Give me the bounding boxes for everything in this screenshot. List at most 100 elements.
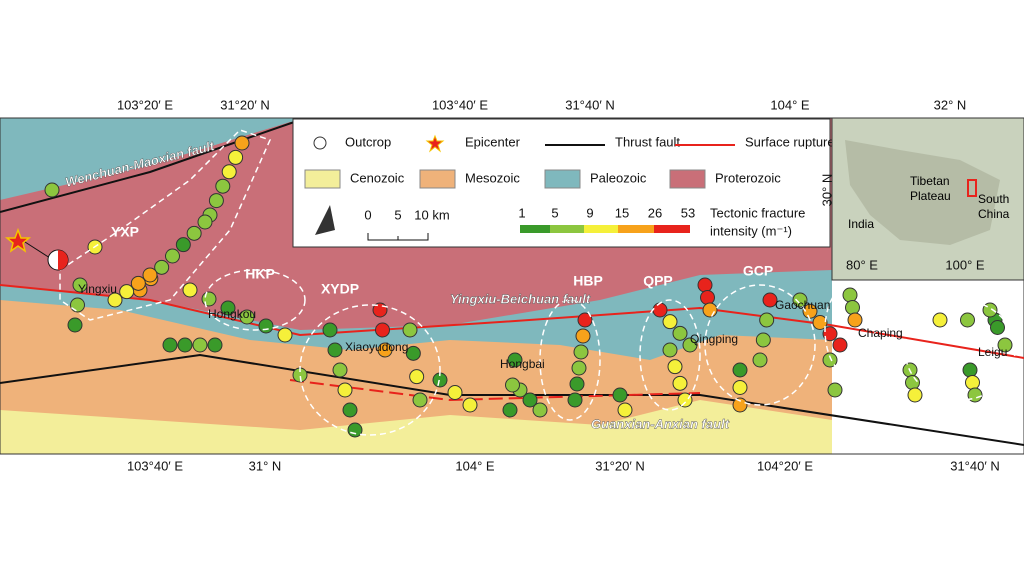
coord-label: 32° N: [934, 97, 967, 112]
coord-label: 31° N: [249, 458, 282, 473]
town-label: Qingping: [690, 332, 738, 346]
outcrop: [672, 325, 688, 341]
outcrop: [67, 317, 83, 333]
outcrop: [732, 380, 748, 395]
zone-label: HKP: [245, 266, 275, 282]
intensity-swatch: [584, 225, 618, 233]
legend-title: Tectonic fracture: [710, 205, 805, 220]
coord-label: 31°40′ N: [950, 458, 1000, 473]
outcrop: [792, 292, 808, 308]
zone-label: QPP: [643, 273, 673, 289]
outcrop: [201, 291, 217, 307]
town-label: Xiaoyudong: [345, 340, 408, 354]
outcrop: [505, 377, 520, 393]
outcrop: [827, 382, 843, 398]
outcrop: [612, 387, 628, 403]
outcrops: [44, 135, 1013, 438]
town-label: Leigu: [978, 345, 1007, 359]
outcrop: [652, 302, 668, 318]
coord-label: 30° N: [819, 174, 834, 207]
intensity-swatch: [654, 225, 690, 233]
outcrop: [762, 292, 778, 308]
outcrop: [832, 337, 848, 353]
legend-title: intensity (m⁻¹): [710, 223, 792, 238]
legend-label: Epicenter: [465, 134, 521, 149]
outcrop: [72, 277, 88, 293]
coord-label: 103°40′ E: [127, 458, 183, 473]
labels: 103°20′ E 31°20′ N 103°40′ E 31°40′ N 10…: [64, 97, 1008, 473]
town-label: Hongkou: [208, 307, 256, 321]
outcrop: [697, 277, 713, 293]
outcrop: [402, 322, 418, 338]
unit-swatch: [669, 169, 706, 189]
zone-label: CPP: [868, 291, 897, 307]
outcrop: [682, 337, 698, 353]
outcrop: [502, 402, 518, 418]
outcrop: [165, 248, 180, 264]
leader: [24, 241, 51, 259]
town-label: Gaochuan: [775, 298, 830, 312]
map-frame: [0, 117, 1024, 455]
study-area: [967, 179, 977, 197]
intensity-tick: 5: [551, 205, 558, 220]
coord-label: 104° E: [455, 458, 495, 473]
outcrop: [997, 337, 1013, 353]
outcrop: [567, 392, 583, 408]
outcrop: [617, 402, 633, 418]
unit-swatch: [304, 169, 341, 189]
outcrop: [130, 275, 146, 291]
legend-label: Mesozoic: [465, 170, 520, 185]
outcrop: [258, 318, 274, 334]
outcrop: [672, 375, 688, 391]
surface-rupture: [0, 284, 1024, 359]
outcrop: [532, 402, 548, 418]
outcrop: [177, 337, 193, 353]
outcrop: [759, 312, 775, 328]
outcrop: [965, 375, 980, 390]
intensity-tick: 53: [681, 205, 695, 220]
outcrop: [154, 259, 170, 275]
zone-label: YXP: [111, 224, 139, 240]
scale-label: 10 km: [414, 207, 449, 222]
outcrop: [575, 328, 591, 344]
unit-swatch: [544, 169, 581, 189]
outcrop: [119, 284, 135, 300]
intensity-swatch: [618, 225, 654, 233]
epicenter-symbol: [425, 134, 445, 153]
outcrop: [142, 267, 158, 283]
legend-label: Outcrop: [345, 134, 391, 149]
coord-label: 103°40′ E: [432, 97, 488, 112]
fault-label: Guanxian-Anxian fault: [591, 416, 730, 431]
inset-label: Plateau: [910, 189, 951, 203]
outcrop: [822, 352, 838, 368]
legend-label: Paleozoic: [590, 170, 647, 185]
outcrop: [462, 397, 478, 413]
outcrop: [186, 225, 202, 241]
outcrop: [70, 297, 85, 313]
outcrop: [732, 397, 748, 413]
outcrop: [907, 387, 923, 403]
outcrop: [377, 342, 393, 358]
scale-label: 0: [364, 207, 371, 222]
outcrop: [752, 352, 768, 368]
coord-label: 31°40′ N: [565, 97, 615, 112]
outcrop: [569, 376, 585, 392]
zone-label: LGP: [951, 287, 980, 303]
outcrop: [220, 300, 236, 316]
outcrop: [234, 135, 250, 151]
epicenter: [4, 227, 32, 253]
outcrop: [215, 178, 231, 194]
outcrop: [221, 164, 237, 180]
zone-label: HBP: [573, 273, 603, 289]
inset-map: Tibetan Plateau India South China 32° N …: [819, 97, 1024, 281]
intensity-tick: 15: [615, 205, 629, 220]
inset-label: South: [978, 192, 1009, 206]
outcrop: [845, 300, 860, 315]
scale-label: 5: [394, 207, 401, 222]
outcrop: [277, 327, 293, 343]
town-label: Yingxiu: [78, 282, 117, 296]
outcrop: [107, 292, 123, 308]
coord-label: 31°20′ N: [595, 458, 645, 473]
outcrop: [208, 193, 224, 209]
